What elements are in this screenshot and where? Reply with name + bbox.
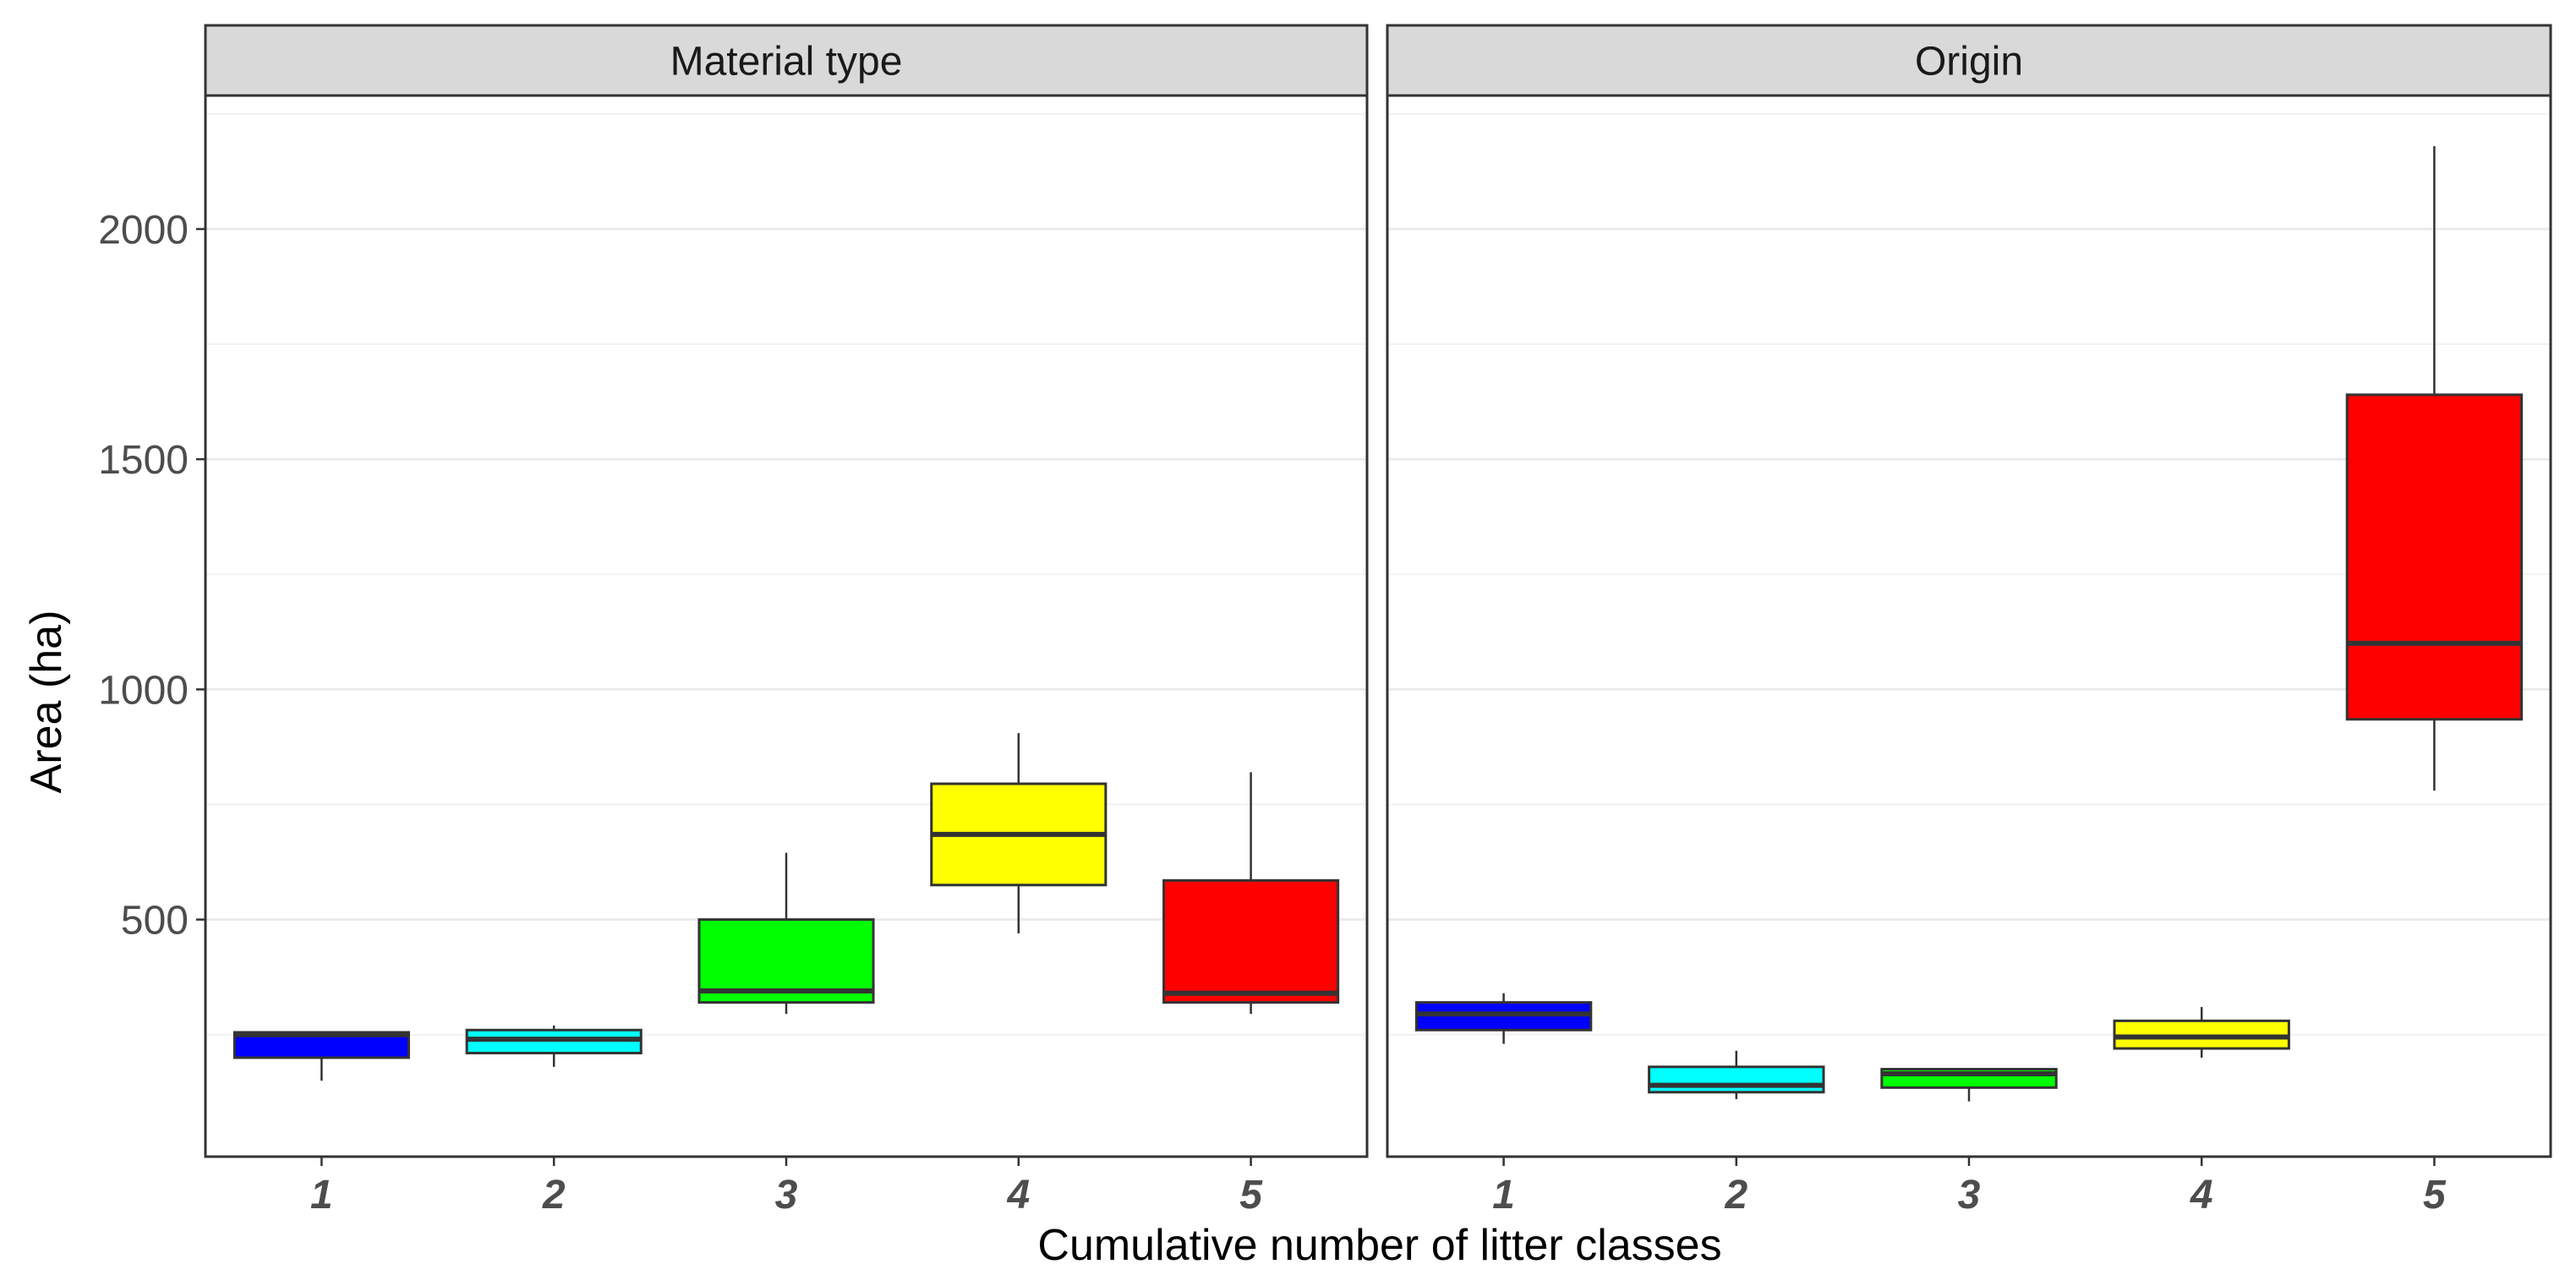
x-tick-label: 4: [2190, 1173, 2213, 1218]
x-axis-title: Cumulative number of litter classes: [1037, 1221, 1721, 1270]
panel-title: Material type: [670, 40, 903, 85]
y-tick-label: 1000: [98, 668, 189, 713]
box-group-origin-4: [2113, 1007, 2290, 1058]
panel-frames-layer: [204, 94, 2552, 1158]
box-group-origin-1: [1414, 993, 1593, 1044]
box-group-material-type-2: [465, 1025, 643, 1067]
box-rect: [1162, 878, 1340, 1004]
x-tick-label: 3: [1958, 1173, 1981, 1218]
x-tick-label: 1: [310, 1173, 333, 1218]
box-rect: [1648, 1065, 1825, 1094]
y-axis-title: Area (ha): [22, 610, 71, 794]
y-tick-label: 500: [121, 899, 189, 944]
strip-background: [1386, 24, 2552, 97]
strips-layer: Material type Origin: [204, 24, 2552, 97]
x-tick-label: 3: [775, 1173, 798, 1218]
panel-title: Origin: [1915, 40, 2023, 85]
strip-background: [204, 24, 1369, 97]
y-tick-label: 2000: [98, 208, 189, 253]
x-tick-label: 1: [1492, 1173, 1515, 1218]
box-group-origin-2: [1648, 1050, 1825, 1099]
box-group-origin-5: [2345, 145, 2524, 791]
axes-layer: 1 2 3 4 5 1 2 3 4 5 500 1000 1500 2000: [98, 208, 2447, 1218]
box-group-material-type-3: [697, 852, 875, 1015]
box-group-material-type-5: [1162, 772, 1340, 1015]
y-tick-label: 1500: [98, 438, 189, 483]
box-group-origin-3: [1880, 1068, 2058, 1102]
grid-layer: [205, 112, 2551, 1036]
box-group-material-type-1: [232, 1031, 410, 1081]
x-tick-label: 5: [2423, 1173, 2447, 1218]
x-tick-label: 2: [542, 1173, 566, 1218]
x-tick-label: 5: [1239, 1173, 1263, 1218]
x-tick-label: 4: [1006, 1173, 1030, 1218]
box-group-material-type-4: [930, 733, 1108, 933]
boxes-layer: [232, 145, 2524, 1102]
box-rect: [2345, 393, 2524, 721]
x-tick-label: 2: [1724, 1173, 1747, 1218]
